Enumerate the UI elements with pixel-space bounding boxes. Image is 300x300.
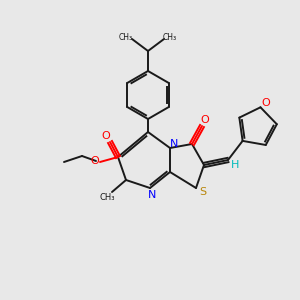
Text: CH₃: CH₃ bbox=[163, 32, 177, 41]
Text: N: N bbox=[170, 139, 178, 149]
Text: O: O bbox=[102, 131, 110, 141]
Text: O: O bbox=[201, 115, 209, 125]
Text: O: O bbox=[261, 98, 270, 108]
Text: O: O bbox=[91, 156, 99, 166]
Text: S: S bbox=[200, 187, 207, 197]
Text: CH₃: CH₃ bbox=[119, 32, 133, 41]
Text: N: N bbox=[148, 190, 156, 200]
Text: CH₃: CH₃ bbox=[99, 193, 115, 202]
Text: H: H bbox=[231, 160, 239, 170]
